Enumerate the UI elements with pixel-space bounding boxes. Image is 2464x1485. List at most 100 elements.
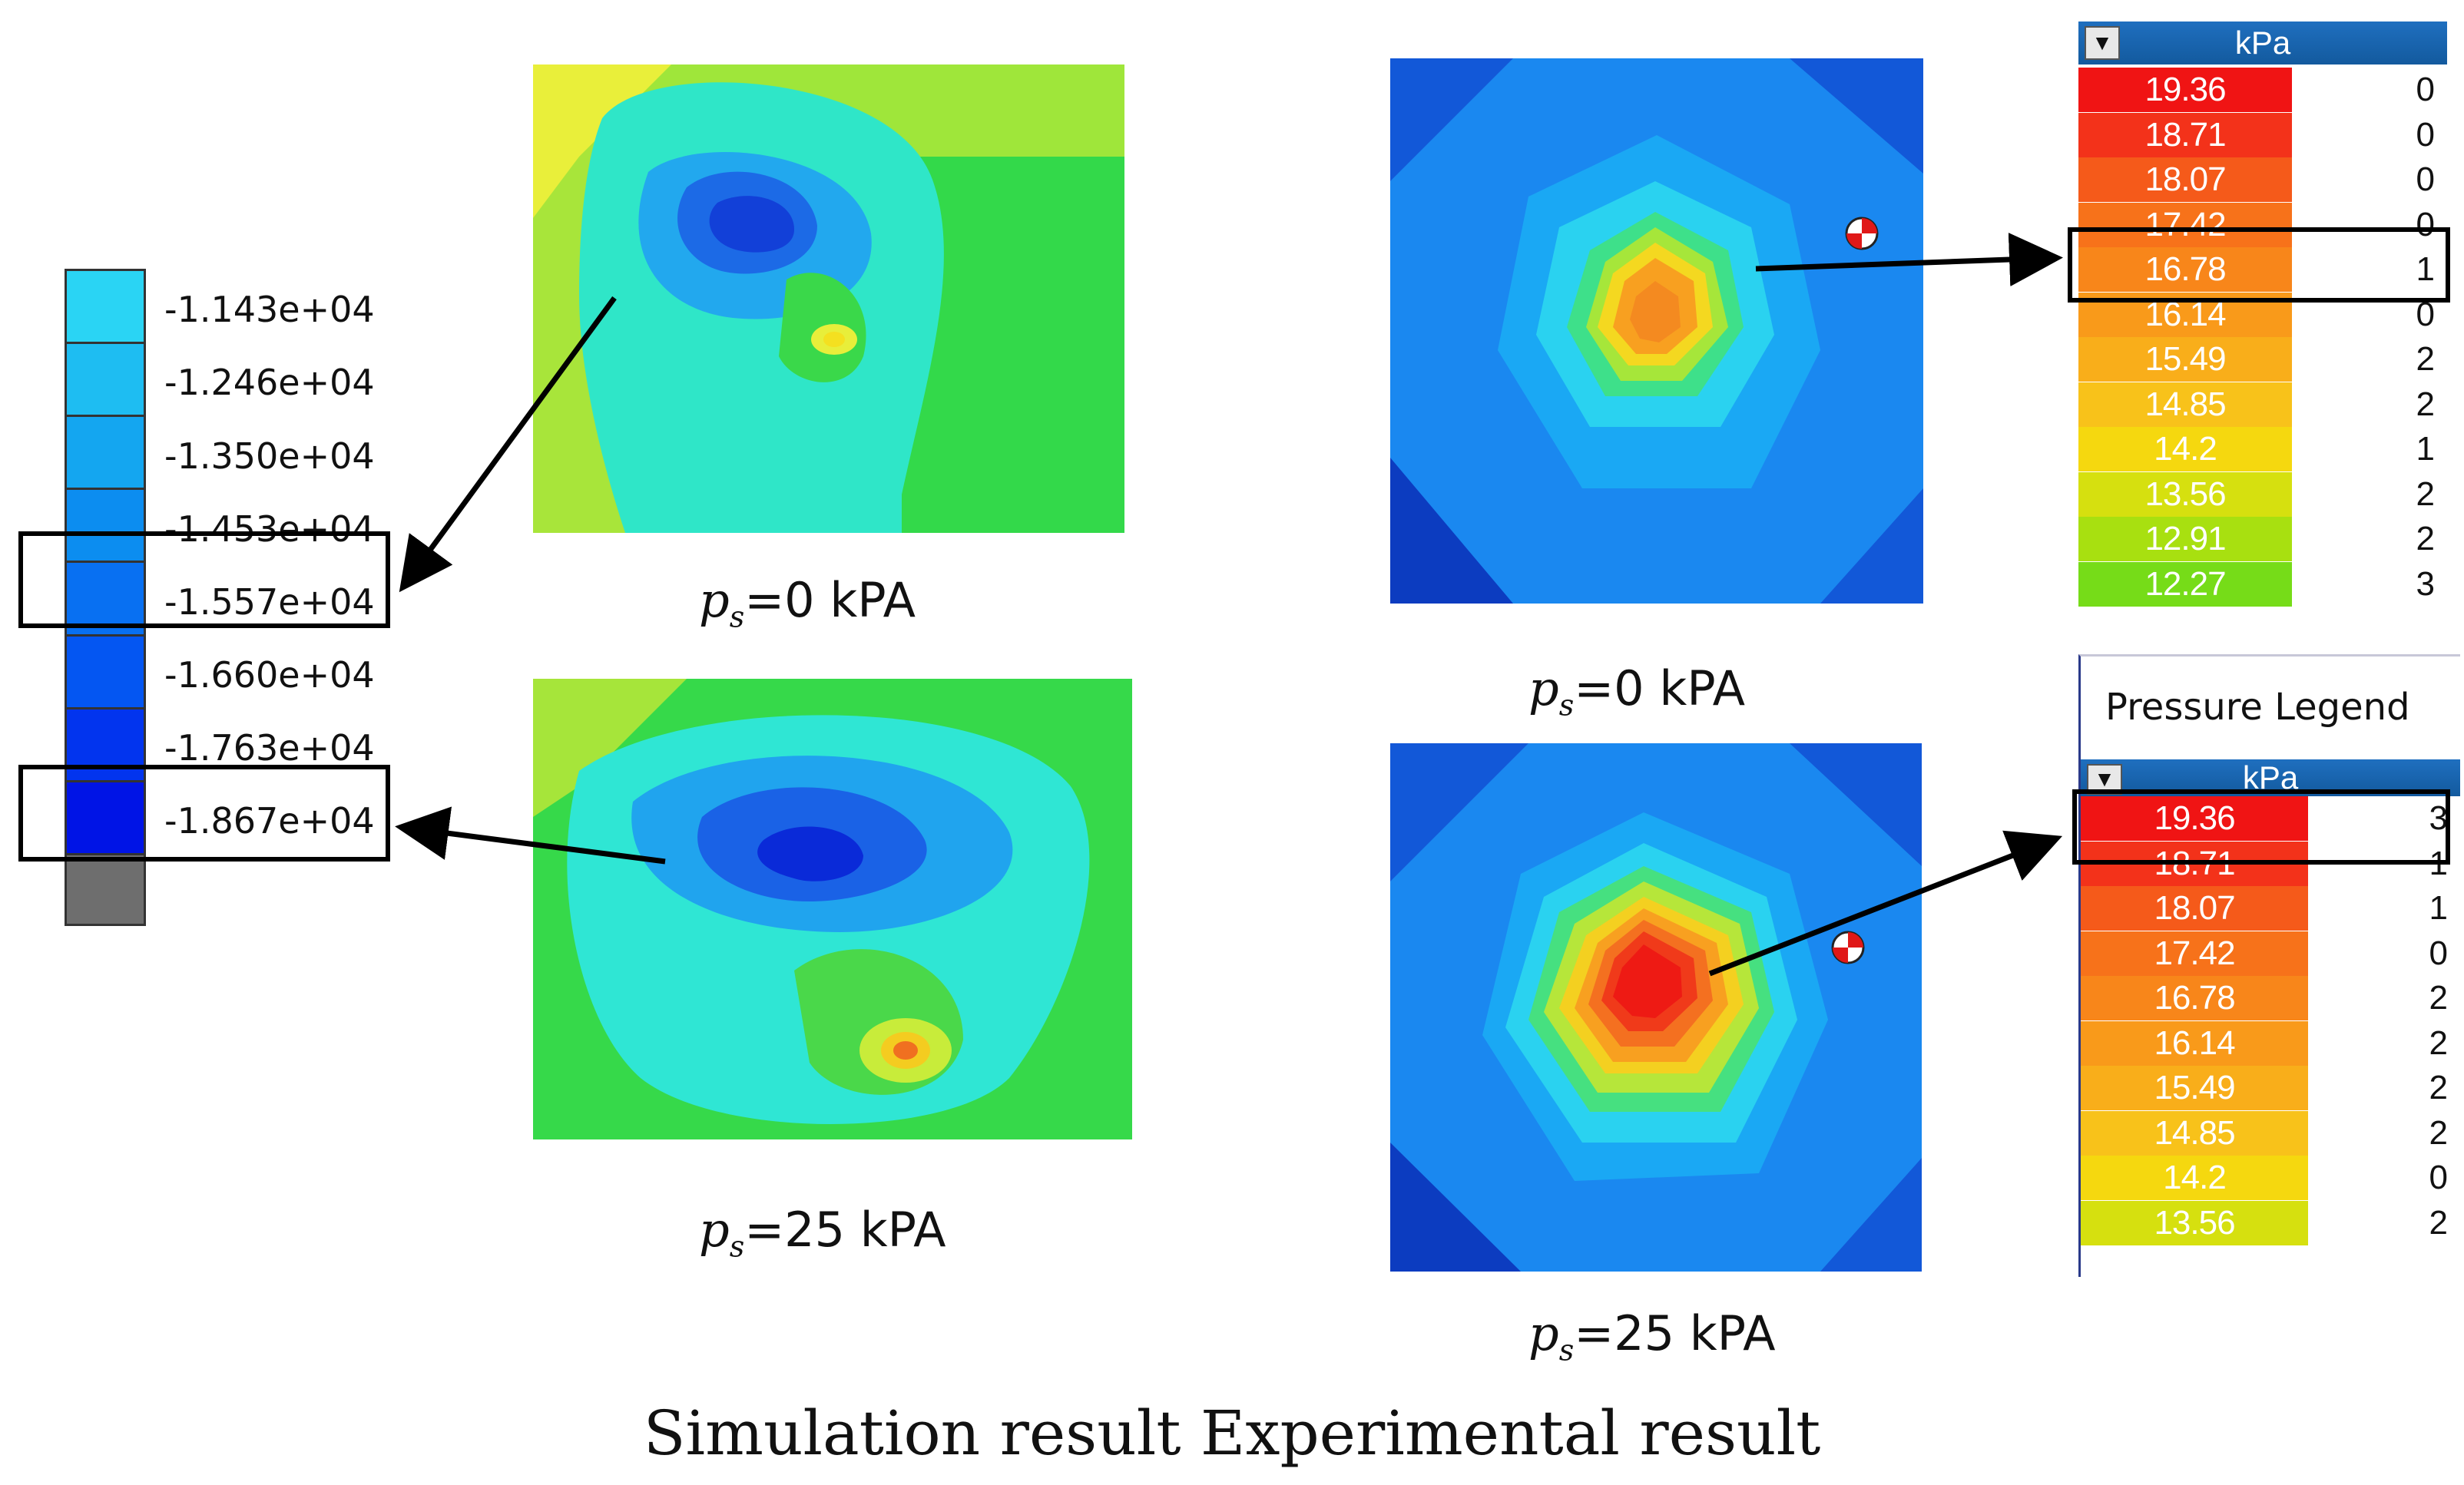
pressure-value: 18.71 xyxy=(2078,112,2292,157)
legend-label: -1.557e+04 xyxy=(164,580,375,623)
sensor-count: 2 xyxy=(2416,340,2435,378)
table-row: 12.91 2 xyxy=(2078,517,2447,561)
legend-swatch xyxy=(67,415,144,488)
highlight-box-exp-1678 xyxy=(2068,227,2450,303)
legend-label: -1.246e+04 xyxy=(164,362,375,404)
pressure-value: 16.78 xyxy=(2078,247,2292,292)
legend-label: -1.867e+04 xyxy=(164,800,375,842)
caption-sim-top: ps=0 kPA xyxy=(699,572,916,634)
sensor-count: 0 xyxy=(2416,115,2435,154)
pressure-value: 19.36 xyxy=(2078,68,2292,112)
pressure-value: 18.07 xyxy=(2078,157,2292,202)
pressure-legend-panel: Pressure Legend ▼ kPa 19.36 3 18.71 1 18.07 1… xyxy=(2078,654,2460,1277)
legend-label: -1.453e+04 xyxy=(164,508,375,550)
sensor-count: 2 xyxy=(2416,385,2435,423)
table-row: 18.71 0 xyxy=(2078,112,2447,157)
pressure-value: 12.91 xyxy=(2078,517,2292,561)
sensor-count: 1 xyxy=(2416,250,2435,288)
pressure-value: 14.85 xyxy=(2081,1110,2308,1156)
pressure-value: 17.42 xyxy=(2078,202,2292,247)
sensor-count: 2 xyxy=(2429,1069,2448,1106)
pressure-value: 12.27 xyxy=(2078,561,2292,607)
sensor-count: 0 xyxy=(2416,205,2435,243)
sensor-count: 2 xyxy=(2416,520,2435,557)
sensor-count: 1 xyxy=(2416,430,2435,468)
legend-title: Pressure Legend xyxy=(2105,686,2410,729)
legend-swatch xyxy=(67,561,144,634)
pressure-value: 14.2 xyxy=(2078,427,2292,471)
sensor-count: 0 xyxy=(2429,934,2448,972)
legend-bottom-border xyxy=(67,924,144,926)
pressure-value: 16.78 xyxy=(2081,976,2308,1020)
table-row: 18.07 1 xyxy=(2081,886,2460,931)
pressure-value: 14.85 xyxy=(2078,382,2292,427)
sensor-count: 1 xyxy=(2429,889,2448,927)
triangle-down-icon: ▼ xyxy=(2091,31,2113,55)
legend-swatch xyxy=(67,779,144,853)
legend-label: -1.660e+04 xyxy=(164,653,375,696)
table-header: ▼ kPa xyxy=(2078,21,2447,64)
legend-swatch xyxy=(67,488,144,561)
experimental-heatmap-0kpa xyxy=(1390,58,1923,604)
table-row: 16.14 2 xyxy=(2081,1020,2460,1066)
pressure-value: 14.2 xyxy=(2081,1156,2308,1200)
table-row: 13.56 2 xyxy=(2078,471,2447,517)
table-row: 18.07 0 xyxy=(2078,157,2447,202)
pressure-value: 16.14 xyxy=(2081,1020,2308,1066)
caption-exp-top: ps=0 kPA xyxy=(1528,660,1746,723)
table-row: 14.2 0 xyxy=(2081,1156,2460,1200)
sensor-count: 2 xyxy=(2429,1113,2448,1152)
sensor-count: 0 xyxy=(2416,71,2435,108)
triangle-down-icon: ▼ xyxy=(2094,767,2115,791)
simulation-heatmap-25kpa xyxy=(533,679,1132,1139)
dropdown-button[interactable]: ▼ xyxy=(2085,26,2120,60)
arrow-sim-top xyxy=(399,296,617,593)
highlight-box-sim-1557 xyxy=(18,531,390,628)
legend-label: -1.350e+04 xyxy=(164,435,375,477)
sensor-count: 2 xyxy=(2416,475,2435,513)
sensor-count: 0 xyxy=(2429,1159,2448,1196)
table-row: 12.27 3 xyxy=(2078,561,2447,607)
sensor-count: 2 xyxy=(2429,979,2448,1017)
pressure-value: 18.07 xyxy=(2081,886,2308,931)
arrow-exp-top xyxy=(1755,233,2063,287)
sensor-count: 3 xyxy=(2416,564,2435,603)
sensor-count: 2 xyxy=(2429,1024,2448,1062)
table-row: 14.85 2 xyxy=(2081,1110,2460,1156)
arrow-sim-bottom xyxy=(395,806,666,865)
table-row: 14.2 1 xyxy=(2078,427,2447,471)
table-row: 16.78 1 xyxy=(2078,247,2447,292)
table-row: 15.49 2 xyxy=(2081,1066,2460,1110)
pressure-value: 13.56 xyxy=(2078,471,2292,517)
table-row: 16.78 2 xyxy=(2081,976,2460,1020)
sensor-marker-bottom-icon xyxy=(1831,931,1865,964)
sensor-count: 3 xyxy=(2429,799,2448,837)
pressure-value: 15.49 xyxy=(2078,337,2292,382)
legend-swatch xyxy=(67,269,144,342)
sensor-count: 2 xyxy=(2429,1203,2448,1242)
table-row: 17.42 0 xyxy=(2081,931,2460,976)
pressure-value: 15.49 xyxy=(2081,1066,2308,1110)
figure-bottom-title: Simulation result Experimental result xyxy=(643,1397,1821,1469)
arrow-exp-bottom xyxy=(1708,830,2063,977)
table-row: 17.42 0 xyxy=(2078,202,2447,247)
caption-exp-bottom: ps=25 kPA xyxy=(1528,1305,1776,1368)
legend-swatch xyxy=(67,342,144,415)
table-row: 19.36 3 xyxy=(2081,796,2460,841)
caption-sim-bottom: ps=25 kPA xyxy=(699,1202,946,1264)
table-row: 15.49 2 xyxy=(2078,337,2447,382)
sensor-count: 0 xyxy=(2416,160,2435,198)
table-row: 14.85 2 xyxy=(2078,382,2447,427)
pressure-value: 17.42 xyxy=(2081,931,2308,976)
sensor-marker-top-icon xyxy=(1845,217,1879,250)
pressure-value: 13.56 xyxy=(2081,1200,2308,1245)
simulation-heatmap-0kpa xyxy=(533,64,1124,533)
highlight-box-sim-1867 xyxy=(18,765,390,862)
pressure-value: 19.36 xyxy=(2081,796,2308,841)
legend-label: -1.763e+04 xyxy=(164,726,375,769)
simulation-color-bar xyxy=(65,269,146,926)
pressure-table-top: ▼ kPa 19.36 0 18.71 0 18.07 0 17.42 0 16.78 1 16.1… xyxy=(2078,21,2447,607)
highlight-box-exp-1936 xyxy=(2072,789,2450,865)
legend-label: -1.143e+04 xyxy=(164,289,375,331)
